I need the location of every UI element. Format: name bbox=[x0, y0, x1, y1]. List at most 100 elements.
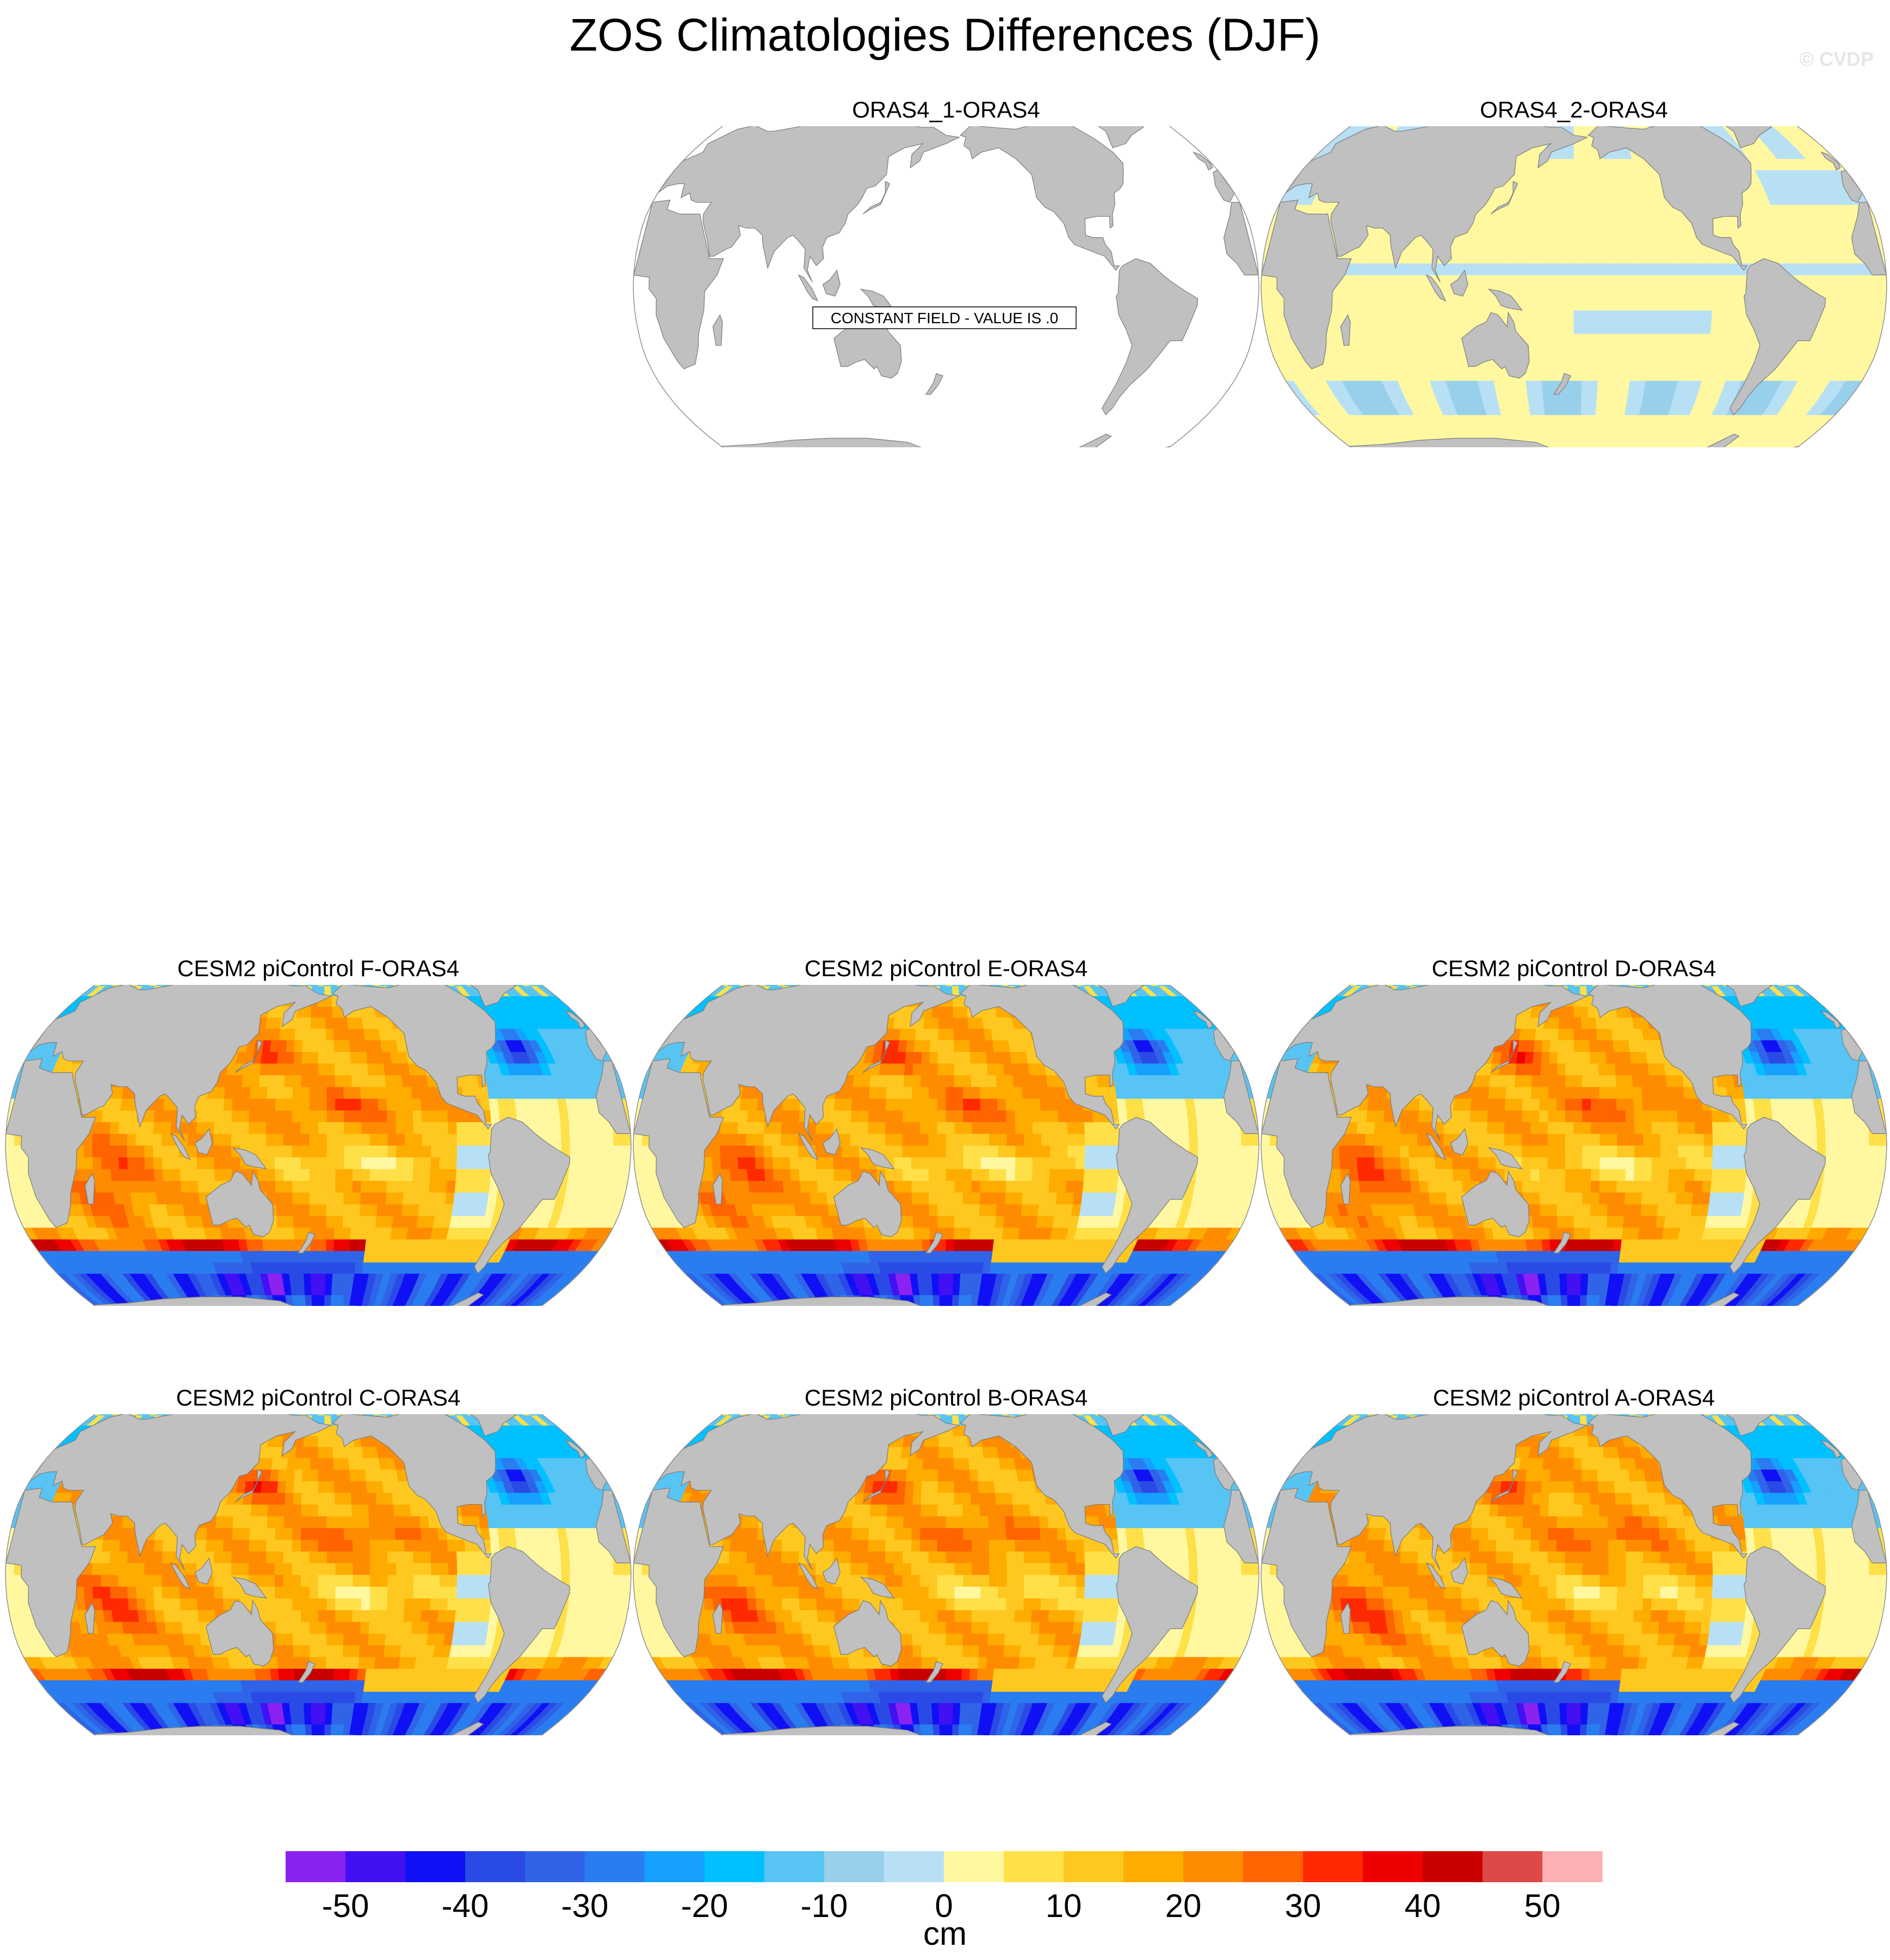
land-australia bbox=[206, 1599, 274, 1667]
colorbar-swatch bbox=[1123, 1851, 1184, 1882]
colorbar-tick-label: -10 bbox=[801, 1888, 848, 1924]
land-new-guinea bbox=[232, 1576, 267, 1599]
land-uk bbox=[1820, 1439, 1841, 1459]
colorbar-swatch bbox=[1004, 1851, 1064, 1882]
land-north-america bbox=[1588, 1414, 1752, 1559]
land-antarctica bbox=[720, 434, 1171, 447]
map-cesm2-f bbox=[5, 985, 632, 1306]
land-antarctica bbox=[720, 1722, 1171, 1735]
colorbar-swatch bbox=[1363, 1851, 1423, 1882]
colorbar-swatch bbox=[286, 1851, 346, 1882]
map-cesm2-e bbox=[633, 985, 1259, 1306]
colorbar-swatch bbox=[1303, 1851, 1363, 1882]
colorbar-swatch bbox=[1542, 1851, 1603, 1882]
land-south-america bbox=[1102, 1546, 1199, 1704]
land-borneo bbox=[194, 1128, 213, 1155]
land-japan bbox=[234, 1039, 263, 1073]
land-greenland bbox=[1064, 985, 1144, 1007]
land-antarctica bbox=[92, 1292, 543, 1306]
land-west-africa-wrap bbox=[595, 1061, 631, 1134]
land-west-africa-wrap bbox=[595, 1490, 631, 1563]
land-japan bbox=[1490, 1469, 1518, 1502]
land-eurasia bbox=[1285, 126, 1589, 282]
map-border bbox=[5, 985, 632, 1306]
land-madagascar bbox=[712, 314, 723, 346]
colorbar-swatch bbox=[705, 1851, 765, 1882]
colorbar-swatch bbox=[345, 1851, 406, 1882]
land-south-america bbox=[1730, 258, 1826, 416]
land-new-zealand bbox=[297, 1231, 316, 1254]
colorbar-swatch bbox=[884, 1851, 944, 1882]
land-madagascar bbox=[1340, 1173, 1351, 1205]
colorbar-swatch bbox=[585, 1851, 645, 1882]
cvdp-watermark: © CVDP bbox=[1799, 48, 1874, 70]
land-new-zealand bbox=[925, 373, 943, 395]
map-border bbox=[5, 1414, 632, 1735]
panel-title-cesm2-f: CESM2 piControl F-ORAS4 bbox=[177, 956, 460, 981]
colorbar-swatch bbox=[1243, 1851, 1304, 1882]
land-south-america bbox=[1102, 1117, 1199, 1274]
colorbar-swatch bbox=[944, 1851, 1004, 1882]
panel-title-cesm2-d: CESM2 piControl D-ORAS4 bbox=[1431, 956, 1716, 981]
land-north-america bbox=[960, 985, 1124, 1130]
colorbar-tick-label: 30 bbox=[1285, 1888, 1321, 1924]
colorbar-tick-label: 10 bbox=[1046, 1888, 1082, 1924]
colorbar-swatch bbox=[405, 1851, 466, 1882]
map-border bbox=[633, 985, 1259, 1306]
land-south-america bbox=[474, 1546, 571, 1704]
map-border bbox=[1261, 126, 1887, 447]
land-australia bbox=[1461, 1599, 1530, 1667]
panel-title-oras4-1: ORAS4_1-ORAS4 bbox=[852, 97, 1040, 122]
land-australia bbox=[833, 1599, 902, 1667]
land-sumatra bbox=[798, 274, 819, 302]
colorbar-tick-label: -30 bbox=[561, 1888, 609, 1924]
panel-title-cesm2-c: CESM2 piControl C-ORAS4 bbox=[176, 1385, 461, 1410]
land-new-zealand bbox=[1553, 373, 1571, 395]
land-sumatra bbox=[170, 1562, 191, 1590]
land-uk bbox=[1192, 1439, 1213, 1459]
land-sumatra bbox=[1425, 1562, 1447, 1590]
land-eurasia bbox=[29, 1414, 333, 1570]
colorbar-tick-label: -20 bbox=[681, 1888, 728, 1924]
land-north-america bbox=[960, 126, 1124, 271]
land-madagascar bbox=[712, 1173, 723, 1205]
land-eurasia bbox=[1285, 1414, 1589, 1570]
land-new-zealand bbox=[925, 1661, 943, 1683]
land-uk bbox=[1192, 151, 1213, 171]
map-border bbox=[633, 126, 1259, 447]
land-west-africa-wrap bbox=[1851, 1490, 1887, 1563]
land-north-america bbox=[332, 985, 496, 1130]
colorbar-swatch bbox=[525, 1851, 585, 1882]
colorbar-units-label: cm bbox=[923, 1915, 967, 1952]
land-south-america bbox=[474, 1117, 571, 1274]
panel-title-oras4-2: ORAS4_2-ORAS4 bbox=[1480, 97, 1668, 122]
land-south-america bbox=[1730, 1117, 1826, 1274]
colorbar-swatch bbox=[465, 1851, 526, 1882]
colorbar-tick-label: 40 bbox=[1405, 1888, 1441, 1924]
land-eurasia bbox=[29, 985, 333, 1141]
land-sumatra bbox=[798, 1562, 819, 1590]
land-antarctica bbox=[1348, 1292, 1799, 1306]
land-west-africa-wrap bbox=[1223, 202, 1259, 275]
colorbar-tick-label: 50 bbox=[1524, 1888, 1561, 1924]
land-north-america bbox=[960, 1414, 1124, 1559]
land-greenland bbox=[436, 1414, 516, 1437]
colorbar-tick-label: -50 bbox=[322, 1888, 369, 1924]
land-new-zealand bbox=[1553, 1231, 1571, 1254]
colorbar-tick-label: 0 bbox=[935, 1888, 953, 1924]
land-greenland bbox=[1692, 126, 1772, 149]
land-new-guinea bbox=[860, 1147, 895, 1169]
land-south-america bbox=[1730, 1546, 1826, 1704]
land-antarctica bbox=[720, 1292, 1171, 1306]
map-border bbox=[633, 1414, 1259, 1735]
land-australia bbox=[1461, 1170, 1530, 1237]
colorbar-swatch bbox=[1064, 1851, 1124, 1882]
land-africa bbox=[1261, 1058, 1352, 1228]
land-greenland bbox=[1064, 126, 1144, 149]
land-north-america bbox=[332, 1414, 496, 1559]
land-new-zealand bbox=[1553, 1661, 1571, 1683]
map-oras4-2 bbox=[1261, 126, 1887, 447]
land-africa bbox=[633, 199, 724, 369]
land-eurasia bbox=[1285, 985, 1589, 1141]
